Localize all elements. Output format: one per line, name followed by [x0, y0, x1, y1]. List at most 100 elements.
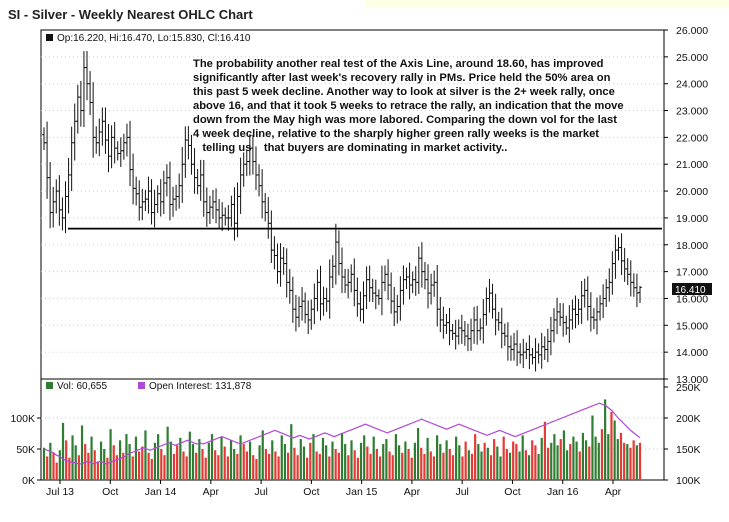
price-y-tick-label: 15.000 [676, 320, 708, 332]
volume-bar [499, 456, 502, 480]
x-tick-label: Apr [203, 486, 220, 498]
x-tick-label: Apr [605, 486, 622, 498]
price-y-tick-label: 26.000 [676, 25, 708, 37]
volume-bar [378, 456, 382, 480]
price-y-tick-label: 22.000 [676, 132, 708, 144]
volume-bar [416, 427, 420, 480]
volume-bar [334, 449, 337, 480]
volume-bar [191, 444, 195, 480]
x-tick-label: Jul 13 [46, 486, 74, 498]
volume-bar [290, 424, 293, 480]
volume-bar [439, 444, 442, 480]
volume-bar [569, 444, 572, 480]
volume-bar [217, 455, 220, 480]
volume-bar [413, 442, 417, 480]
volume-bar [49, 442, 52, 480]
open-interest-y-axis: 250K 200K 150K 100K [664, 382, 701, 487]
volume-bar [372, 436, 375, 480]
volume-bar [353, 450, 356, 480]
annotation-line: significantly after last week's recovery… [193, 72, 611, 84]
volume-bar [585, 440, 588, 480]
volume-bar [195, 452, 198, 480]
volume-bar [623, 442, 626, 480]
volume-bar [46, 456, 49, 480]
volume-bar [169, 441, 172, 480]
volume-bar [546, 447, 550, 480]
price-legend: Op:16.220, Hi:16.470, Lo:15.830, Cl:16.4… [57, 33, 251, 44]
volume-bar [489, 455, 493, 480]
volume-bar [122, 452, 125, 480]
volume-bar [325, 445, 328, 480]
volume-bar [80, 425, 84, 480]
volume-bar [483, 442, 486, 480]
volume-bar [261, 430, 264, 480]
volume-bar [220, 436, 223, 480]
volume-bar [331, 441, 334, 480]
volume-bar [153, 442, 157, 480]
volume-bar [233, 449, 236, 480]
volume-bar [391, 455, 394, 480]
volume-bar [112, 445, 115, 480]
volume-bar [464, 441, 467, 480]
volume-bar [363, 435, 366, 480]
volume-bar [125, 434, 128, 480]
volume-bar [293, 447, 296, 480]
volume-bar [404, 441, 407, 480]
volume-bar [312, 434, 315, 480]
volume-bar [486, 447, 489, 480]
volume-bar [163, 455, 166, 480]
volume-bar [524, 450, 527, 480]
volume-bar [296, 455, 299, 480]
price-y-axis: 26.000 25.000 24.000 23.000 22.000 21.000 20.0… [664, 25, 708, 386]
annotation-text: The probability another real test of the… [193, 58, 624, 154]
volume-bar [442, 452, 445, 480]
volume-bar [635, 445, 638, 480]
volume-bar [236, 453, 239, 480]
volume-bar [448, 449, 451, 480]
volume-bar [150, 458, 153, 480]
last-price-label: 16.410 [675, 285, 706, 296]
volume-bar [71, 435, 74, 480]
volume-bar [527, 455, 531, 480]
volume-bar [255, 458, 258, 480]
volume-bar [223, 446, 226, 480]
volume-bar [258, 445, 261, 480]
volume-bar [141, 446, 144, 480]
volume-bar [350, 440, 353, 480]
x-tick-label: Jan 14 [145, 486, 177, 498]
last-price-tag [672, 283, 712, 295]
volume-bar [103, 449, 106, 480]
x-tick-label: Oct [303, 486, 319, 498]
x-tick-label: Oct [504, 486, 520, 498]
volume-bar [458, 445, 461, 480]
volume-bar [267, 453, 271, 480]
oi-y-tick-label: 250K [676, 382, 701, 394]
price-y-tick-label: 13.000 [676, 374, 708, 386]
volume-bar [559, 439, 562, 480]
volume-bar [99, 441, 103, 480]
volume-bar [531, 440, 534, 480]
volume-bar [629, 447, 632, 480]
volume-bar [359, 442, 363, 480]
volume-bar [385, 439, 388, 480]
volume-bar [508, 452, 512, 480]
volume-bar [299, 439, 302, 480]
volume-bar [131, 456, 134, 480]
volume-y-tick-label: 0K [22, 475, 35, 487]
price-y-tick-label: 16.000 [676, 293, 708, 305]
volume-bar [505, 449, 508, 480]
x-tick-label: Jan 15 [346, 486, 378, 498]
price-y-tick-label: 17.000 [676, 267, 708, 279]
price-y-tick-label: 25.000 [676, 52, 708, 64]
volume-bar [616, 439, 619, 480]
volume-bar [138, 451, 141, 480]
volume-bar [502, 436, 505, 480]
price-y-tick-label: 18.000 [676, 240, 708, 252]
title-right-box [365, 0, 729, 8]
price-legend-swatch [46, 34, 53, 41]
volume-bar [198, 439, 201, 480]
volume-bar [534, 445, 537, 480]
volume-bar [388, 451, 391, 480]
volume-bar [613, 420, 616, 480]
volume-bars [42, 399, 642, 480]
